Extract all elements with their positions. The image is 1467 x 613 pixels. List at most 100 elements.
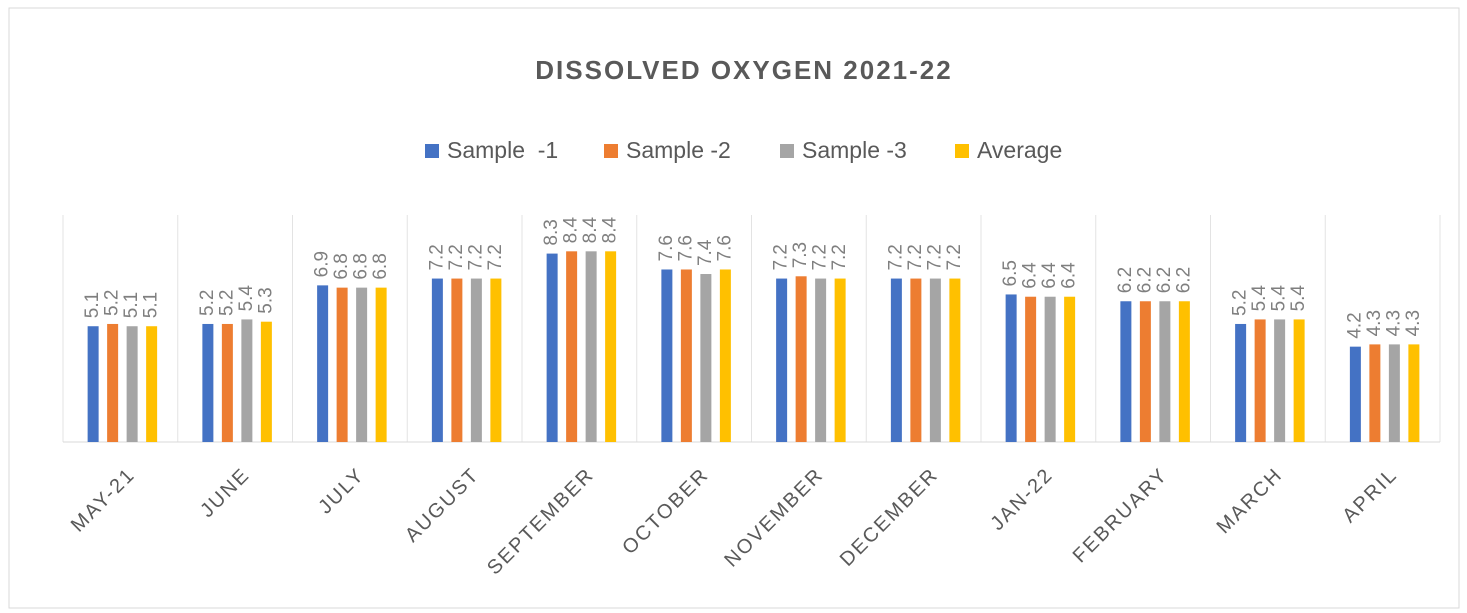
bar: [260, 321, 272, 442]
legend-swatch: [780, 144, 794, 158]
data-label: 7.6: [656, 235, 677, 261]
data-label: 7.2: [771, 244, 792, 270]
data-label: 5.1: [141, 292, 162, 318]
bar: [356, 287, 368, 442]
data-label: 5.2: [197, 290, 218, 316]
bar: [1293, 319, 1305, 442]
data-label: 7.2: [810, 244, 831, 270]
legend-swatch: [425, 144, 439, 158]
bar: [1139, 301, 1151, 442]
data-label: 5.2: [216, 290, 237, 316]
bar: [1274, 319, 1286, 442]
data-label: 6.2: [1154, 267, 1175, 293]
bar: [375, 287, 387, 442]
data-label: 7.2: [885, 244, 906, 270]
bar: [1005, 294, 1017, 442]
data-label: 5.4: [236, 285, 257, 312]
bar: [949, 278, 961, 442]
data-label: 5.2: [1230, 290, 1251, 316]
data-label: 7.2: [944, 244, 965, 270]
bar: [126, 326, 138, 442]
data-label: 7.2: [829, 244, 850, 270]
bar: [317, 285, 329, 442]
bar: [1064, 296, 1076, 442]
data-label: 6.8: [331, 253, 352, 279]
legend-label: Sample -3: [802, 137, 907, 163]
bar: [1349, 346, 1361, 442]
bar: [146, 326, 158, 442]
data-label: 5.4: [1269, 285, 1290, 312]
data-label: 5.4: [1288, 285, 1309, 312]
bar: [605, 251, 617, 442]
data-label: 6.4: [1020, 262, 1041, 289]
data-label: 6.2: [1134, 267, 1155, 293]
bar: [546, 253, 558, 442]
chart-frame: [8, 7, 1460, 609]
bar: [490, 278, 502, 442]
bar: [834, 278, 846, 442]
bar: [1025, 296, 1037, 442]
bar: [661, 269, 673, 442]
data-label: 6.2: [1115, 267, 1136, 293]
bar: [700, 274, 712, 442]
data-label: 7.2: [905, 244, 926, 270]
bar: [890, 278, 902, 442]
data-label: 7.2: [446, 244, 467, 270]
data-label: 6.8: [370, 253, 391, 279]
bar: [929, 278, 941, 442]
data-label: 6.5: [1000, 260, 1021, 286]
legend-label: Sample -1: [447, 137, 558, 163]
bar: [470, 278, 482, 442]
data-label: 8.4: [561, 216, 582, 243]
bar: [1044, 296, 1056, 442]
bar: [1178, 301, 1190, 442]
data-label: 7.3: [790, 242, 811, 268]
data-label: 7.2: [426, 244, 447, 270]
bar: [910, 278, 922, 442]
bar: [336, 287, 348, 442]
bar: [451, 278, 463, 442]
data-label: 6.4: [1059, 262, 1080, 289]
data-label: 6.9: [312, 251, 333, 277]
data-label: 6.2: [1173, 267, 1194, 293]
bar: [795, 276, 807, 442]
legend-label: Average: [977, 137, 1062, 163]
data-label: 5.1: [121, 292, 142, 318]
data-label: 7.2: [924, 244, 945, 270]
chart-title: DISSOLVED OXYGEN 2021-22: [535, 55, 952, 85]
data-label: 4.3: [1383, 310, 1404, 336]
data-label: 4.3: [1403, 310, 1424, 336]
bar: [776, 278, 788, 442]
bar: [566, 251, 578, 442]
legend-swatch: [604, 144, 618, 158]
bar: [1408, 344, 1420, 442]
bar: [1235, 323, 1247, 442]
bar: [107, 323, 119, 442]
bar: [1254, 319, 1266, 442]
data-label: 8.4: [580, 216, 601, 243]
bar: [431, 278, 443, 442]
bar: [719, 269, 731, 442]
bar: [1120, 301, 1132, 442]
bar: [1388, 344, 1400, 442]
data-label: 5.3: [255, 287, 276, 313]
bar: [1159, 301, 1171, 442]
data-label: 7.6: [714, 235, 735, 261]
bar: [815, 278, 827, 442]
bar: [680, 269, 692, 442]
data-label: 7.4: [695, 239, 716, 266]
bar: [585, 251, 597, 442]
data-label: 7.2: [485, 244, 506, 270]
data-label: 4.2: [1344, 312, 1365, 338]
data-label: 8.3: [541, 219, 562, 245]
bar: [202, 323, 214, 442]
data-label: 5.1: [82, 292, 103, 318]
legend-label: Sample -2: [626, 137, 731, 163]
data-label: 5.2: [102, 290, 123, 316]
data-label: 6.4: [1039, 262, 1060, 289]
data-label: 7.2: [465, 244, 486, 270]
bar: [87, 326, 99, 442]
data-label: 8.4: [600, 216, 621, 243]
data-label: 4.3: [1364, 310, 1385, 336]
